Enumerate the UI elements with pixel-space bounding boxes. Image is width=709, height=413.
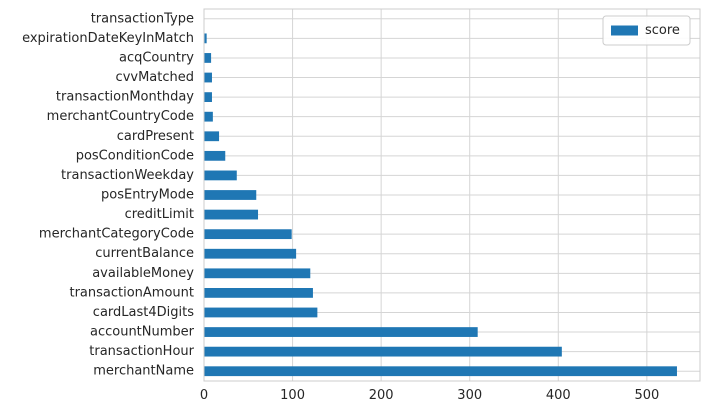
bar-transactionHour <box>204 346 562 357</box>
y-tick-label: merchantName <box>93 364 194 379</box>
y-tick-label: acqCountry <box>119 50 194 65</box>
y-tick-label: posEntryMode <box>101 188 194 203</box>
bar-merchantCategoryCode <box>204 229 292 240</box>
legend: score <box>602 15 691 46</box>
y-tick-label: transactionMonthday <box>56 90 194 105</box>
bar-expirationDateKeyInMatch <box>204 33 207 44</box>
bar-transactionWeekday <box>204 170 237 181</box>
y-tick-label: transactionAmount <box>69 285 194 300</box>
x-tick-label: 400 <box>546 388 571 403</box>
legend-label: score <box>645 23 680 38</box>
y-tick-label: merchantCategoryCode <box>39 227 194 242</box>
bar-merchantCountryCode <box>204 111 213 122</box>
y-tick-label: accountNumber <box>90 325 195 340</box>
y-tick-labels: merchantName transactionHour accountNumber… <box>22 11 195 378</box>
bar-transactionAmount <box>204 288 313 298</box>
bar-currentBalance <box>204 248 297 259</box>
y-tick-label: cardLast4Digits <box>93 305 194 320</box>
x-tick-label: 0 <box>200 388 208 403</box>
x-tick-label: 500 <box>634 388 659 403</box>
y-tick-label: creditLimit <box>125 207 194 222</box>
y-tick-label: cvvMatched <box>116 70 194 85</box>
y-tick-label: posConditionCode <box>76 148 194 163</box>
bar-merchantName <box>204 366 677 377</box>
legend-swatch <box>611 25 638 36</box>
bar-cardPresent <box>204 131 220 142</box>
y-tick-label: cardPresent <box>117 129 194 144</box>
bar-transactionMonthday <box>204 92 212 102</box>
x-tick-label: 300 <box>457 388 482 403</box>
y-tick-label: expirationDateKeyInMatch <box>22 31 194 46</box>
y-tick-label: transactionHour <box>89 344 194 359</box>
y-tick-label: transactionType <box>91 11 194 26</box>
y-tick-label: currentBalance <box>95 246 194 261</box>
x-tick-labels: 0 100 200 300 400 500 <box>200 388 659 403</box>
x-tick-label: 200 <box>369 388 394 403</box>
y-tick-label: merchantCountryCode <box>47 109 194 124</box>
plot-frame <box>203 8 701 382</box>
x-tick-label: 100 <box>280 388 305 403</box>
bar-acqCountry <box>204 53 212 63</box>
bar-posEntryMode <box>204 190 257 200</box>
legend-box <box>602 15 691 46</box>
bar-accountNumber <box>204 327 478 337</box>
bars <box>204 33 677 377</box>
y-tick-label: transactionWeekday <box>61 168 194 183</box>
y-tick-label: availableMoney <box>92 266 194 281</box>
bar-posConditionCode <box>204 150 226 161</box>
bar-cvvMatched <box>204 72 212 83</box>
bar-availableMoney <box>204 268 311 279</box>
bar-creditLimit <box>204 209 259 220</box>
bar-cardLast4Digits <box>204 307 318 318</box>
